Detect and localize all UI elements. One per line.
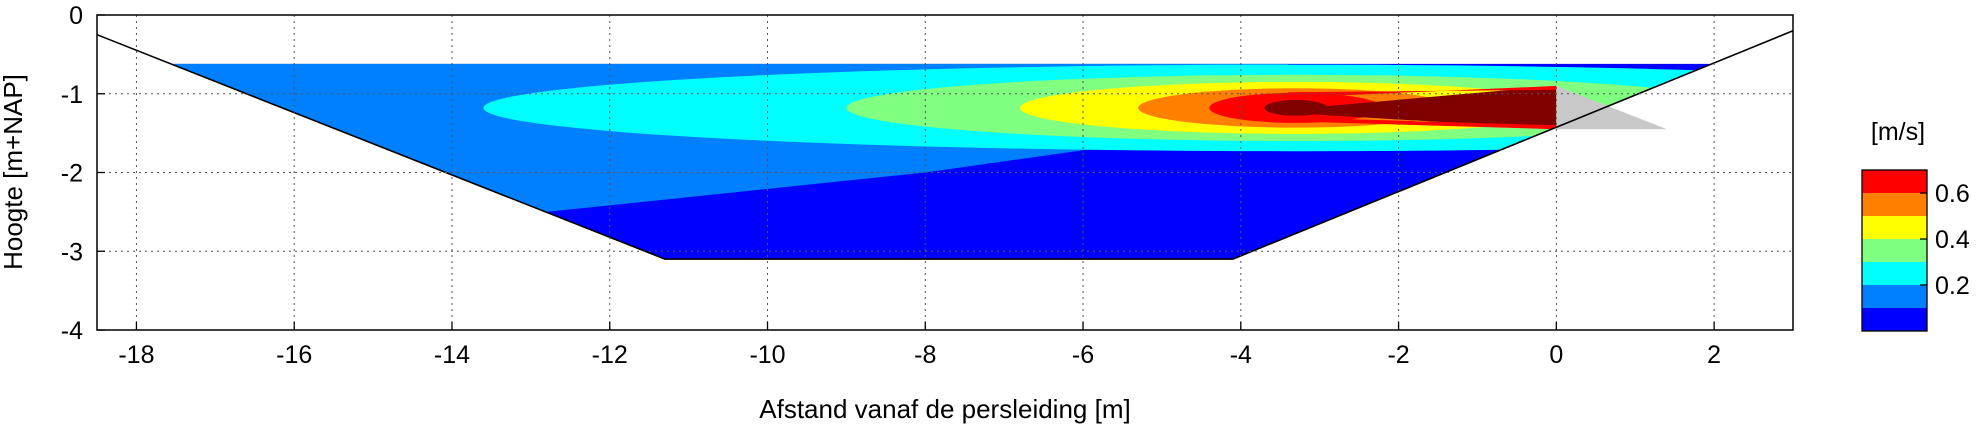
x-tick-label: -18	[118, 341, 154, 369]
colorbar-tick-label: 0.2	[1935, 272, 1970, 300]
x-tick-label: -14	[434, 341, 470, 369]
colorbar-swatch	[1862, 216, 1927, 239]
x-tick-label: -8	[914, 341, 936, 369]
y-tick-label: -4	[61, 317, 83, 345]
y-axis-label: Hoogte [m+NAP]	[0, 74, 28, 270]
x-tick-label: 2	[1707, 341, 1721, 369]
x-tick-label: -2	[1387, 341, 1409, 369]
y-tick-label: -1	[61, 81, 83, 109]
jet-source-block	[1556, 85, 1667, 130]
soil-region	[97, 30, 1793, 330]
x-axis-label: Afstand vanaf de persleiding [m]	[759, 394, 1130, 424]
air-region	[97, 15, 1793, 64]
x-tick-label: -4	[1230, 341, 1252, 369]
x-tick-label: -12	[592, 341, 628, 369]
colorbar-frame	[1861, 169, 1928, 332]
colorbar-tick-label: 0.4	[1935, 226, 1970, 254]
channel-bed-line	[97, 30, 1793, 260]
x-tick-label: -6	[1072, 341, 1094, 369]
jet-edge-upper	[1288, 85, 1557, 98]
jet-core-level-7	[1288, 85, 1557, 130]
x-tick-label: 0	[1549, 341, 1563, 369]
colorbar-swatch	[1862, 308, 1927, 331]
y-tick-label: -2	[61, 160, 83, 188]
colorbar-swatch	[1862, 262, 1927, 285]
colorbar-unit-label: [m/s]	[1871, 118, 1925, 146]
colorbar: [m/s] 0.2 0.4 0.6	[1861, 118, 1970, 332]
x-tick-label: -10	[749, 341, 785, 369]
grid-layer	[97, 15, 1793, 330]
x-axis-ticks: -18 -16 -14 -12 -10 -8 -6 -4 -2 0 2	[118, 322, 1721, 369]
colorbar-swatch	[1862, 193, 1927, 216]
colorbar-swatch	[1862, 170, 1927, 193]
x-tick-label: -16	[276, 341, 312, 369]
y-axis-ticks: 0 -1 -2 -3 -4	[61, 2, 105, 345]
colorbar-swatch	[1862, 285, 1927, 308]
y-tick-label: 0	[69, 2, 83, 30]
jet-edge-lower	[1288, 117, 1557, 130]
channel-profile-layer	[97, 15, 1793, 330]
colorbar-tick-label: 0.6	[1935, 180, 1970, 208]
colorbar-swatch	[1862, 239, 1927, 262]
y-tick-label: -3	[61, 238, 83, 266]
